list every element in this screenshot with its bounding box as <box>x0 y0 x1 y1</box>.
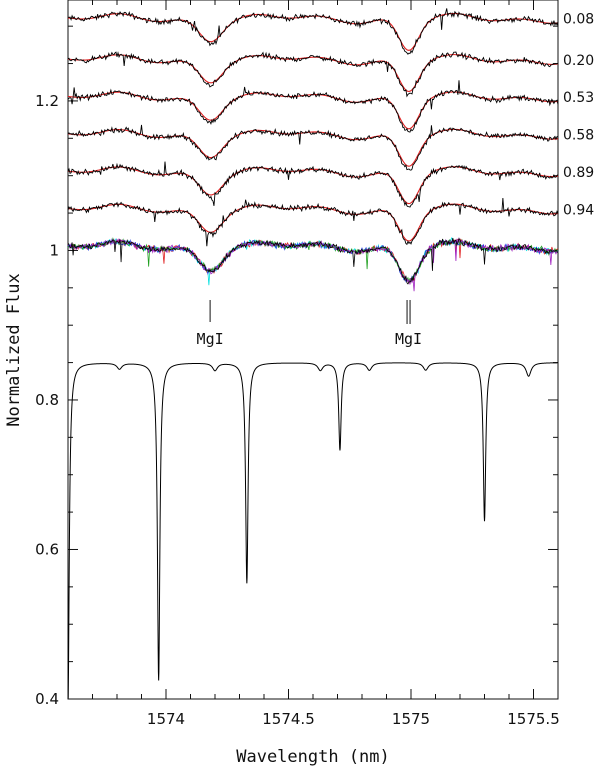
y-tick-label: 0.6 <box>35 540 59 558</box>
observed-spectrum-0.53 <box>67 80 559 133</box>
observed-spectrum-0.94 <box>67 197 559 247</box>
observed-spectrum-0.58 <box>67 124 559 171</box>
model-spectrum-0.58 <box>67 128 559 167</box>
overplot-spectrum-5 <box>67 237 559 285</box>
y-axis-title: Normalized Flux <box>4 273 24 427</box>
mg-line-label: MgI <box>395 330 422 348</box>
mg-line-label: MgI <box>197 330 224 348</box>
overplotted-spectra <box>67 236 559 292</box>
plot-frame <box>67 0 559 700</box>
observed-spectra <box>67 8 559 247</box>
synthetic-spectrum <box>67 362 559 700</box>
synthetic-spectrum-line <box>67 362 559 700</box>
observed-spectrum-0.08 <box>67 8 559 55</box>
observed-spectrum-0.89 <box>67 161 559 208</box>
phase-label: 0.94 <box>563 202 594 218</box>
phase-label: 0.08 <box>563 12 594 28</box>
phase-label: 0.89 <box>563 165 594 181</box>
observed-spectrum-0.20 <box>67 51 559 98</box>
axis-ticks <box>67 0 559 700</box>
phase-label: 0.20 <box>563 53 594 69</box>
y-tick-labels: 0.4 0.6 0.8 1 1.2 <box>35 92 59 708</box>
model-spectrum-0.08 <box>67 12 559 51</box>
y-tick-label: 0.8 <box>35 391 59 409</box>
y-tick-label: 1 <box>49 241 59 259</box>
x-tick-labels: 1574 1574.5 1575 1575.5 <box>147 710 560 728</box>
mg-line-markers: MgI MgI <box>197 300 422 348</box>
x-tick-label: 1575.5 <box>507 710 560 728</box>
x-tick-label: 1574 <box>147 710 185 728</box>
x-tick-label: 1575 <box>392 710 430 728</box>
y-tick-label: 0.4 <box>35 690 59 708</box>
phase-label: 0.58 <box>563 128 594 144</box>
y-tick-label: 1.2 <box>35 92 59 110</box>
x-axis-title: Wavelength (nm) <box>236 747 390 767</box>
phase-label: 0.53 <box>563 90 594 106</box>
x-tick-label: 1574.5 <box>262 710 315 728</box>
phase-labels: 0.08 0.20 0.53 0.58 0.89 0.94 <box>563 12 594 219</box>
model-spectrum-0.89 <box>67 166 559 205</box>
